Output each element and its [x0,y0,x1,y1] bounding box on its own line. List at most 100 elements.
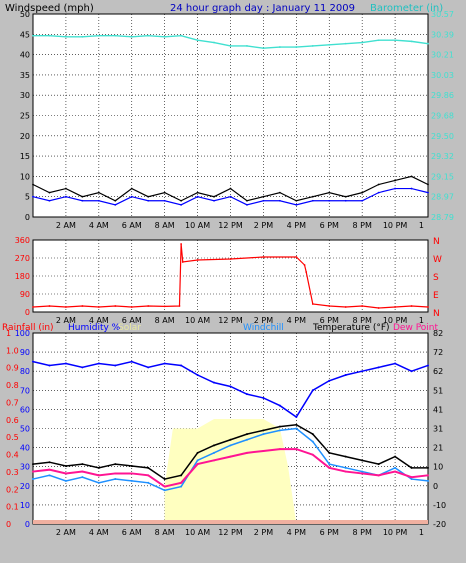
x-tick-label: 4 PM [287,528,306,537]
dewpoint-point [278,448,281,451]
x-tick-label: 4 AM [89,221,109,230]
barometer-point [48,34,51,37]
rain-tick-label: 0.3 [6,468,19,477]
dewpoint-legend: Dew Point [393,323,439,333]
x-tick-label: 1 [419,221,424,230]
windspeed-tick-label: 0 [25,213,30,222]
x-tick-label: 2 PM [254,528,273,537]
temperature-point [427,466,429,469]
dewpoint-point [196,463,199,466]
temperature-tick-label: 10 [433,463,443,472]
windspeed-tick-label: 40 [20,51,30,60]
wind-direction-point [427,306,429,308]
barometer-point [130,35,133,38]
dewpoint-point [147,474,150,477]
direction-degree-tick: 0 [25,308,30,317]
x-tick-label: 1 [419,316,424,325]
windspeed-tick-label: 20 [20,132,30,141]
temperature-tick-label: 21 [433,444,443,453]
temperature-point [48,461,51,464]
dewpoint-point [48,468,51,471]
windspeed-point [246,199,248,202]
dewpoint-point [377,474,380,477]
barometer-tick-label: 29.68 [431,112,454,121]
dewpoint-point [81,470,84,473]
wind-average-point [213,199,215,202]
x-tick-label: 2 AM [56,528,76,537]
dewpoint-point [394,470,397,473]
wind-direction-point [344,306,347,308]
windchill-point [196,459,199,462]
wind-average-point [361,199,364,202]
wind-average-point [65,195,67,198]
barometer-point [147,34,150,37]
x-tick-label: 4 AM [89,316,109,325]
temperature-point [180,474,183,477]
humidity-tick-label: 100 [15,329,30,338]
barometer-point [229,45,232,47]
barometer-point [32,34,34,37]
windspeed-point [410,175,413,178]
windspeed-point [278,191,281,194]
wind-direction-point [147,305,150,307]
windchill-point [229,444,232,447]
wind-direction-point [410,305,413,307]
windspeed-point [361,191,364,194]
wind-average-point [81,199,84,202]
x-tick-label: 2 PM [254,316,273,325]
windchill-point [394,466,397,469]
wind-average-point [48,199,51,202]
temperature-tick-label: 51 [433,386,443,395]
wind-average-point [180,203,183,206]
direction-degree-tick: 180 [15,272,30,281]
humidity-point [147,366,150,369]
dewpoint-point [361,472,364,475]
wind-direction-point [178,305,181,307]
humidity-point [344,374,347,377]
windspeed-tick-label: 15 [20,152,30,161]
wind-direction-point [361,305,364,307]
humidity-tick-label: 40 [20,444,30,453]
dewpoint-point [130,472,133,475]
wind-average-point [147,199,150,202]
x-tick-label: 10 AM [185,221,210,230]
humidity-point [311,389,314,392]
windchill-point [130,479,133,482]
temperature-point [394,455,397,458]
wind-direction-point [394,306,396,308]
temperature-point [344,455,347,458]
temperature-legend: Temperature (°F) [312,323,390,333]
windspeed-point [344,195,347,198]
x-tick-label: 4 PM [287,316,306,325]
windchill-point [278,429,281,432]
windspeed-point [180,199,183,202]
humidity-point [64,362,67,365]
windchill-point [147,481,150,484]
windspeed-point [97,191,100,194]
wind-average-point [344,199,347,202]
temperature-point [130,464,133,467]
x-tick-label: 8 PM [352,316,371,325]
x-tick-label: 1 [419,528,424,537]
temperature-point [147,466,150,469]
humidity-tick-label: 90 [20,348,30,357]
temperature-point [328,451,331,454]
windchill-point [97,481,100,484]
rainfall-bar [33,520,428,524]
windspeed-point [65,187,67,190]
windchill-point [295,427,298,430]
rain-tick-label: 0.1 [6,503,19,512]
barometer-point [97,34,100,37]
temperature-point [229,438,232,441]
humidity-tick-label: 50 [20,425,30,434]
dewpoint-point [229,455,232,458]
windspeed-point [394,179,396,182]
rain-tick-label: 0 [6,520,11,529]
x-tick-label: 2 AM [56,316,76,325]
barometer-tick-label: 30.39 [431,30,454,39]
humidity-legend: Humidity % [68,323,121,333]
x-tick-label: 8 AM [155,528,175,537]
x-tick-label: 4 AM [89,528,109,537]
direction-compass-tick: S [433,273,439,283]
x-tick-label: 6 PM [320,316,339,325]
